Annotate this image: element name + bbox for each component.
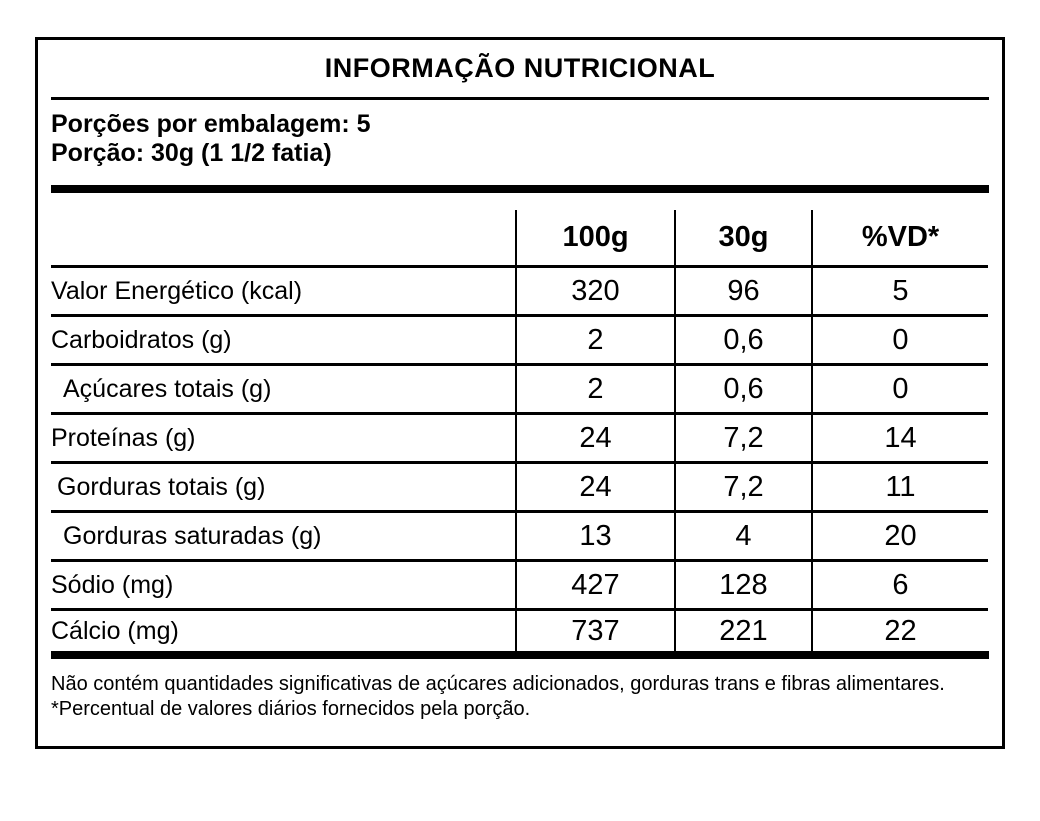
divider-bar-bottom <box>51 651 989 659</box>
nutrient-label: Proteínas (g) <box>51 415 515 464</box>
portion-size: Porção: 30g (1 1/2 fatia) <box>51 139 332 167</box>
label-title: INFORMAÇÃO NUTRICIONAL <box>51 40 989 100</box>
value-100g: 320 <box>515 268 674 317</box>
nutrient-label: Gorduras totais (g) <box>51 464 515 513</box>
nutrient-label: Sódio (mg) <box>51 562 515 611</box>
serving-info: Porções por embalagem: 5 Porção: 30g (1 … <box>51 110 989 168</box>
value-100g: 13 <box>515 513 674 562</box>
value-100g: 2 <box>515 317 674 366</box>
nutrient-label: Cálcio (mg) <box>51 616 179 645</box>
value-vd: 6 <box>811 562 988 611</box>
value-30g: 4 <box>674 513 811 562</box>
value-vd: 20 <box>811 513 988 562</box>
value-100g: 427 <box>515 562 674 611</box>
nutrition-label: INFORMAÇÃO NUTRICIONAL Porções por embal… <box>35 37 1005 749</box>
value-100g: 737 <box>515 611 674 651</box>
value-vd: 22 <box>811 611 988 651</box>
value-30g: 221 <box>674 611 811 651</box>
nutrient-label: Valor Energético (kcal) <box>51 268 515 317</box>
value-vd: 0 <box>811 317 988 366</box>
value-vd: 14 <box>811 415 988 464</box>
value-100g: 24 <box>515 464 674 513</box>
nutrient-label: Açúcares totais (g) <box>51 366 515 415</box>
value-30g: 7,2 <box>674 415 811 464</box>
divider-bar-top <box>51 185 989 193</box>
header-100g: 100g <box>515 210 674 268</box>
value-vd: 0 <box>811 366 988 415</box>
footnote-daily-values: *Percentual de valores diários fornecido… <box>51 698 531 720</box>
servings-per-package: Porções por embalagem: 5 <box>51 110 371 138</box>
value-30g: 128 <box>674 562 811 611</box>
nutrient-label: Gorduras saturadas (g) <box>51 513 515 562</box>
value-vd: 5 <box>811 268 988 317</box>
footnotes: Não contém quantidades significativas de… <box>51 672 989 722</box>
footnote-no-significant-amounts: Não contém quantidades significativas de… <box>51 673 945 695</box>
value-30g: 7,2 <box>674 464 811 513</box>
value-vd: 11 <box>811 464 988 513</box>
value-30g: 96 <box>674 268 811 317</box>
value-100g: 24 <box>515 415 674 464</box>
header-nutrient-blank <box>51 210 515 268</box>
nutrient-label: Carboidratos (g) <box>51 317 515 366</box>
value-30g: 0,6 <box>674 366 811 415</box>
header-30g: 30g <box>674 210 811 268</box>
value-30g: 0,6 <box>674 317 811 366</box>
nutrition-table: 100g 30g %VD* Valor Energético (kcal) 32… <box>51 210 989 651</box>
header-vd: %VD* <box>811 210 988 268</box>
value-100g: 2 <box>515 366 674 415</box>
